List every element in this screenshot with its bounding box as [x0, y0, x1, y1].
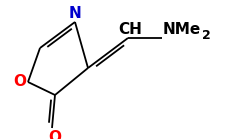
Text: O: O [13, 75, 26, 90]
Text: N: N [69, 6, 81, 21]
Text: CH: CH [118, 22, 142, 37]
Text: 2: 2 [202, 29, 211, 42]
Text: NMe: NMe [163, 22, 201, 37]
Text: O: O [49, 130, 61, 139]
